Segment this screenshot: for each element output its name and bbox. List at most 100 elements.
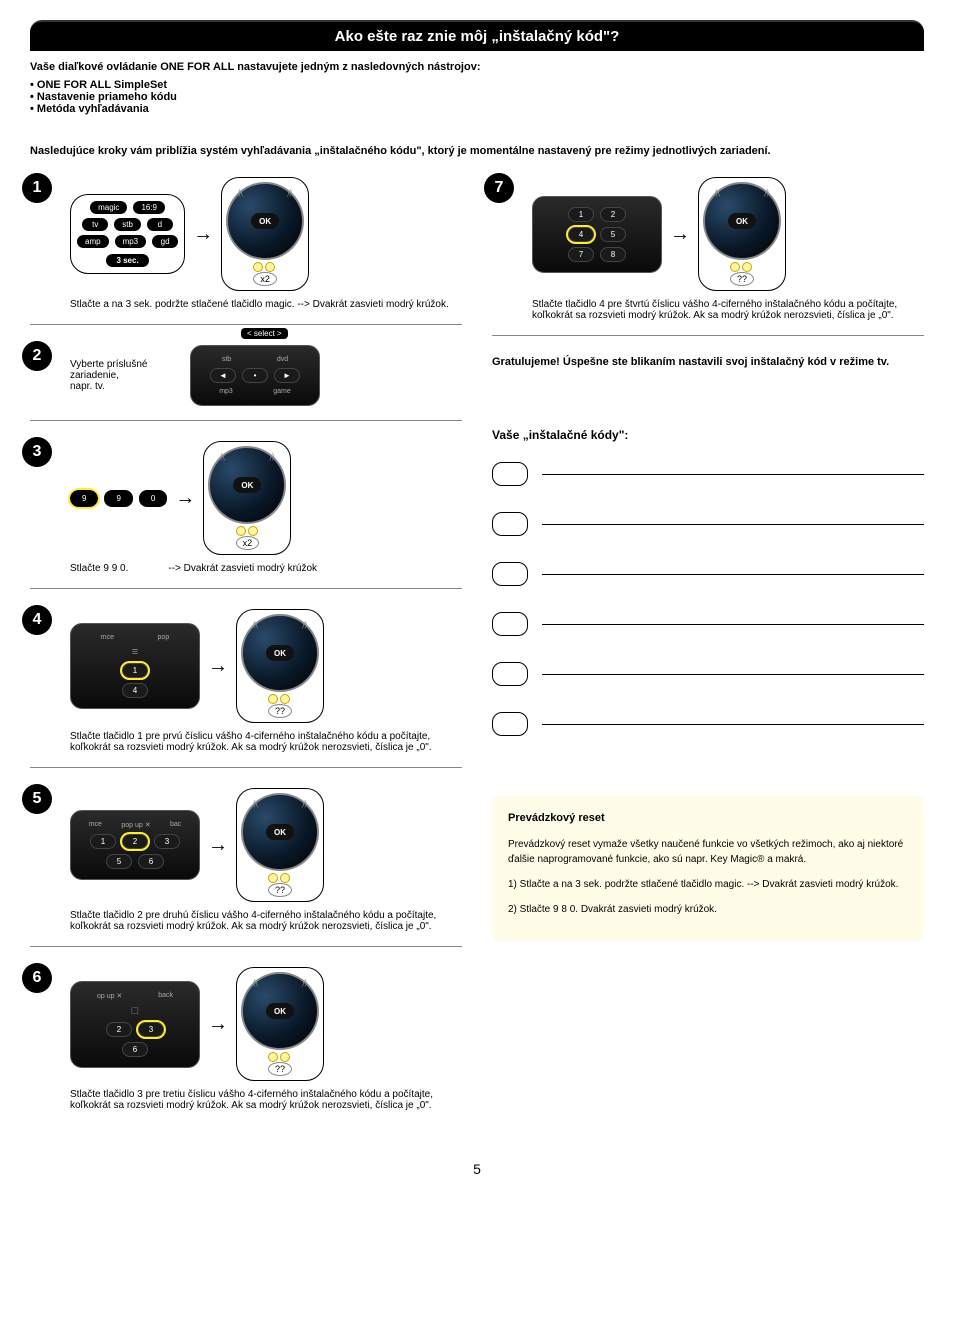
- ok-label: OK: [266, 1003, 294, 1019]
- remote-btn: gd: [152, 235, 178, 248]
- remote-label: game: [273, 388, 291, 395]
- device-icon: [492, 512, 528, 536]
- step-num-4: 4: [22, 605, 52, 635]
- remote-label: dvd: [277, 356, 288, 363]
- ok-label: OK: [266, 824, 294, 840]
- step-7: 7 12 45 78 → OK ??: [492, 177, 924, 336]
- step-num-2: 2: [22, 341, 52, 371]
- step-num-3: 3: [22, 437, 52, 467]
- remote-label: mp3: [219, 388, 233, 395]
- remote-label: mce: [89, 821, 102, 829]
- code-line: [492, 662, 924, 686]
- remote-dark-illustration: mcepop ≡ 1 4: [70, 623, 200, 709]
- remote-dark-illustration: < select > stbdvd ◄•► mp3game: [190, 345, 320, 406]
- device-icon: [492, 612, 528, 636]
- codes-list: [492, 462, 924, 736]
- remote-btn: 2: [122, 834, 148, 849]
- step-1-caption: Stlačte a na 3 sek. podržte stlačené tla…: [70, 299, 462, 310]
- ok-label: OK: [251, 213, 279, 229]
- ok-ring-illustration: OK ??: [236, 967, 324, 1081]
- step-2-text: Vyberte príslušné zariadenie, napr. tv.: [70, 359, 180, 392]
- step-3: 3 9 9 0 → OK x2: [30, 441, 462, 589]
- remote-btn: 2: [600, 207, 626, 222]
- hold-label: 3 sec.: [106, 254, 148, 267]
- blink-badge: x2: [253, 262, 277, 286]
- step-4: 4 mcepop ≡ 1 4 → OK: [30, 609, 462, 768]
- step-num-7: 7: [484, 173, 514, 203]
- remote-btn: 1: [122, 663, 148, 678]
- code-line: [492, 512, 924, 536]
- reset-p3: 2) Stlačte 9 8 0. Dvakrát zasvieti modrý…: [508, 902, 908, 917]
- step-num-5: 5: [22, 784, 52, 814]
- step-num-1: 1: [22, 173, 52, 203]
- remote-btn: 9: [104, 490, 132, 507]
- remote-dark-illustration: 12 45 78: [532, 196, 662, 273]
- remote-dark-illustration: mce pop up ✕ bac 123 56: [70, 810, 200, 880]
- arrow-icon: →: [208, 1013, 228, 1036]
- intro-lead: Vaše diaľkové ovládanie ONE FOR ALL nast…: [30, 61, 924, 73]
- bullet-1: • ONE FOR ALL SimpleSet: [30, 79, 924, 91]
- step-1: 1 magic16:9 tvstbd ampmp3gd 3 sec. → OK: [30, 177, 462, 325]
- step-5-caption: Stlačte tlačidlo 2 pre druhú číslicu váš…: [70, 910, 462, 932]
- step-num-6: 6: [22, 963, 52, 993]
- remote-btn: 0: [139, 490, 167, 507]
- step-2: 2 Vyberte príslušné zariadenie, napr. tv…: [30, 345, 462, 421]
- remote-label: stb: [222, 356, 231, 363]
- code-line: [492, 712, 924, 736]
- title-bar: Ako ešte raz znie môj „inštalačný kód"?: [30, 20, 924, 51]
- remote-label: op up ✕: [97, 992, 122, 1000]
- blink-badge: x2: [236, 526, 260, 550]
- blink-badge: ??: [268, 873, 292, 897]
- ok-label: OK: [233, 477, 261, 493]
- remote-btn: 3: [138, 1022, 164, 1037]
- congrats-text: Gratulujeme! Úspešne ste blikaním nastav…: [492, 356, 924, 368]
- remote-btn: mp3: [115, 235, 147, 248]
- reset-box: Prevádzkový reset Prevádzkový reset vyma…: [492, 796, 924, 941]
- remote-label: bac: [170, 821, 181, 829]
- remote-label: pop up ✕: [121, 821, 150, 829]
- step-3-caption-left: Stlačte 9 9 0.: [70, 563, 128, 574]
- remote-illustration: magic16:9 tvstbd ampmp3gd 3 sec.: [70, 194, 185, 274]
- ok-ring-illustration: OK ??: [236, 609, 324, 723]
- sub-intro: Nasledujúce kroky vám priblížia systém v…: [30, 145, 924, 157]
- remote-btn: 8: [600, 247, 626, 262]
- remote-btn: 5: [106, 854, 132, 869]
- arrow-icon: →: [193, 223, 213, 246]
- bullet-2: • Nastavenie priameho kódu: [30, 91, 924, 103]
- ok-label: OK: [266, 645, 294, 661]
- remote-btn: d: [147, 218, 173, 231]
- reset-title: Prevádzkový reset: [508, 810, 908, 827]
- remote-btn: 9: [70, 490, 98, 507]
- remote-btn: stb: [114, 218, 141, 231]
- remote-btn: 4: [568, 227, 594, 242]
- left-column: 1 magic16:9 tvstbd ampmp3gd 3 sec. → OK: [30, 177, 462, 1145]
- remote-btn: 2: [106, 1022, 132, 1037]
- codes-header: Vaše „inštalačné kódy":: [492, 428, 924, 442]
- select-tag: < select >: [241, 328, 288, 339]
- device-icon: [492, 712, 528, 736]
- remote-btn: amp: [77, 235, 109, 248]
- digit-buttons: 9 9 0: [70, 490, 167, 507]
- arrow-icon: →: [208, 655, 228, 678]
- remote-btn: 1: [568, 207, 594, 222]
- remote-btn: 1: [90, 834, 116, 849]
- remote-btn: 3: [154, 834, 180, 849]
- blink-badge: ??: [730, 262, 754, 286]
- right-column: 7 12 45 78 → OK ??: [492, 177, 924, 1145]
- step-7-caption: Stlačte tlačidlo 4 pre štvrtú číslicu vá…: [532, 299, 924, 321]
- step-3-caption-right: --> Dvakrát zasvieti modrý krúžok: [168, 563, 317, 574]
- ok-label: OK: [728, 213, 756, 229]
- ok-ring-illustration: OK x2: [203, 441, 291, 555]
- remote-btn: 6: [122, 1042, 148, 1057]
- remote-label: mce: [101, 634, 114, 641]
- remote-btn: 6: [138, 854, 164, 869]
- remote-dark-illustration: op up ✕back □ 23 6: [70, 981, 200, 1068]
- reset-p1: Prevádzkový reset vymaže všetky naučené …: [508, 837, 908, 867]
- code-line: [492, 562, 924, 586]
- remote-btn: 5: [600, 227, 626, 242]
- step-5: 5 mcepop up ✕bac 123 56 → OK ??: [30, 788, 462, 947]
- code-line: [492, 462, 924, 486]
- step-4-caption: Stlačte tlačidlo 1 pre prvú číslicu vášh…: [70, 731, 462, 753]
- step-6-caption: Stlačte tlačidlo 3 pre tretiu číslicu vá…: [70, 1089, 462, 1111]
- device-icon: [492, 662, 528, 686]
